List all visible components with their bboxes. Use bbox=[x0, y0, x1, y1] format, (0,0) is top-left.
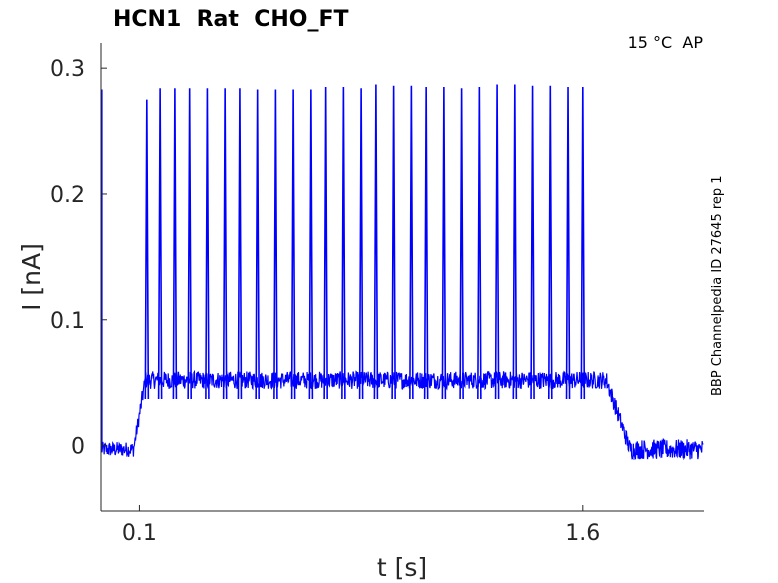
spike bbox=[323, 87, 328, 400]
x-tick-label: 0.1 bbox=[122, 521, 157, 546]
spike bbox=[565, 87, 571, 400]
x-tick-label: 1.6 bbox=[565, 521, 600, 546]
y-axis-label: I [nA] bbox=[17, 243, 46, 311]
spike bbox=[459, 88, 464, 400]
spike bbox=[423, 87, 429, 400]
spike bbox=[547, 85, 553, 400]
spike bbox=[187, 88, 192, 400]
spike bbox=[308, 89, 314, 400]
tick-layer: 0.1 1.6 0 0.1 0.2 0.3 bbox=[50, 57, 600, 546]
spike bbox=[477, 87, 482, 400]
spike bbox=[237, 88, 243, 400]
spike bbox=[494, 84, 500, 400]
spike bbox=[172, 88, 178, 400]
spike bbox=[530, 85, 535, 400]
y-tick-label: 0.1 bbox=[50, 309, 85, 334]
x-axis-label: t [s] bbox=[377, 553, 427, 582]
spike bbox=[512, 84, 518, 400]
side-label: BBP Channelpedia ID 27645 rep 1 bbox=[710, 175, 725, 396]
spike bbox=[341, 87, 346, 400]
y-tick-label: 0.3 bbox=[50, 57, 85, 82]
spike bbox=[205, 88, 210, 400]
spike bbox=[391, 85, 396, 400]
spike bbox=[222, 88, 228, 400]
spike bbox=[255, 89, 260, 400]
trace-line bbox=[100, 369, 704, 461]
y-tick-label: 0 bbox=[71, 435, 85, 460]
condition-label: 15 °C AP bbox=[628, 33, 704, 52]
spike bbox=[441, 87, 447, 400]
spike bbox=[580, 87, 586, 400]
spike bbox=[157, 88, 163, 400]
chart-title: HCN1 Rat CHO_FT bbox=[113, 7, 349, 32]
spike bbox=[290, 89, 296, 400]
spike bbox=[373, 84, 379, 400]
spike bbox=[273, 89, 278, 400]
spike bbox=[144, 99, 150, 400]
spike bbox=[358, 88, 364, 400]
plot-area bbox=[100, 84, 704, 461]
y-tick-label: 0.2 bbox=[50, 183, 85, 208]
spike bbox=[409, 85, 414, 400]
